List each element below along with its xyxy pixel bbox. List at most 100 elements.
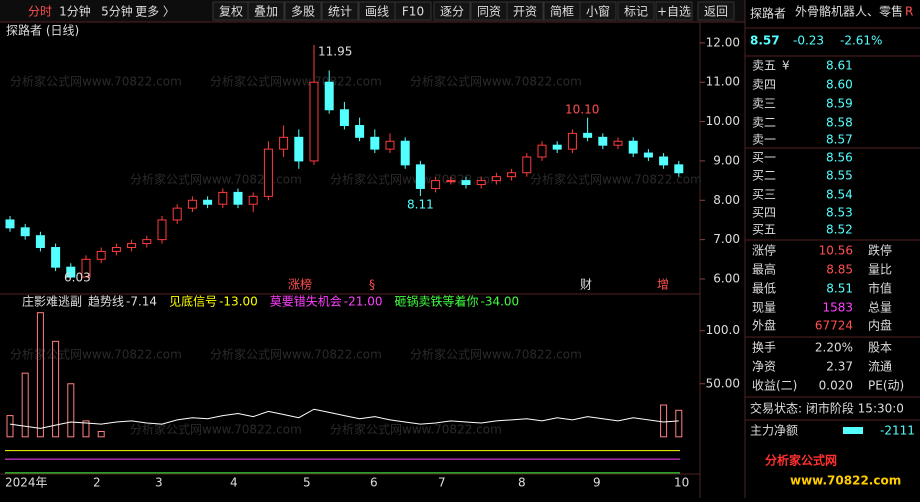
- toolbar-item[interactable]: 标记: [624, 5, 648, 19]
- stat-label: 量比: [868, 263, 892, 277]
- toolbar-item[interactable]: 1分钟: [59, 4, 91, 19]
- price-annotation: 6.03: [64, 271, 91, 285]
- candle-body: [248, 195, 258, 205]
- watermark: 分析家公式网www.70822.com: [130, 422, 302, 437]
- toolbar-item[interactable]: 复权: [219, 5, 243, 19]
- watermark: 分析家公式网www.70822.com: [130, 172, 302, 187]
- toolbar-item[interactable]: 简框: [550, 5, 574, 19]
- y-tick-label: 11.00: [706, 75, 740, 89]
- indicator-bar: [660, 404, 668, 438]
- stat-value: 10.56: [819, 244, 853, 258]
- candle-body: [233, 191, 243, 205]
- candle-body: [127, 243, 137, 249]
- toolbar-item[interactable]: 小窗: [586, 5, 610, 19]
- candle-body: [400, 140, 410, 166]
- toolbar-item[interactable]: 多股: [291, 5, 315, 19]
- y-tick-label: 6.00: [713, 271, 740, 285]
- toolbar-item[interactable]: +自选: [657, 5, 691, 19]
- toolbar-button[interactable]: [506, 1, 544, 21]
- candle-body: [370, 136, 380, 150]
- ask-label: 卖五: [752, 59, 776, 73]
- x-tick-label: 5: [303, 476, 311, 490]
- watermark: 分析家公式网www.70822.com: [330, 422, 502, 437]
- signal-name: 趋势线: [88, 295, 124, 309]
- concept: 外骨骼机器人、零售: [795, 4, 903, 19]
- stat-value: 8.51: [826, 282, 853, 296]
- y-tick-label: 12.00: [706, 35, 740, 49]
- candle-body: [583, 132, 593, 138]
- stat-label: 最高: [752, 262, 776, 277]
- toolbar-button[interactable]: [697, 1, 735, 21]
- toolbar-item[interactable]: 统计: [328, 5, 352, 19]
- toolbar-item[interactable]: 同资: [477, 5, 501, 19]
- ask-price: 8.58: [826, 116, 853, 130]
- x-tick-label: 2: [93, 476, 101, 490]
- toolbar-item[interactable]: 画线: [365, 5, 389, 19]
- candle-body: [203, 199, 213, 205]
- last-price: 8.57: [750, 34, 780, 48]
- toolbar-button[interactable]: [617, 1, 655, 21]
- toolbar-item[interactable]: 开资: [513, 5, 537, 19]
- ask-price: 8.60: [826, 78, 853, 92]
- event-marker: §: [369, 278, 375, 292]
- toolbar-item[interactable]: 更多 〉: [135, 5, 175, 19]
- y-tick-label: 100.0: [706, 323, 740, 337]
- candle-body: [81, 258, 91, 278]
- candle-body: [218, 191, 228, 205]
- flow-label: 主力净额: [750, 424, 798, 438]
- ask-label: 卖二: [752, 116, 776, 130]
- y-tick-label: 8.00: [713, 193, 740, 207]
- signal-name: 莫要错失机会: [270, 294, 342, 309]
- candle-body: [491, 176, 501, 182]
- toolbar-button[interactable]: [321, 1, 359, 21]
- x-tick-label: 10: [674, 476, 689, 490]
- candle-body: [66, 266, 76, 278]
- toolbar-item[interactable]: F10: [402, 5, 424, 19]
- x-tick-label: 2024年: [5, 476, 48, 490]
- candle-body: [431, 180, 441, 189]
- candle-body: [476, 180, 486, 186]
- trade-status: 交易状态: 闭市阶段 15:30:0: [750, 401, 904, 416]
- toolbar-button[interactable]: [655, 1, 693, 21]
- bid-label: 买一: [752, 151, 776, 165]
- candle-body: [5, 219, 15, 229]
- toolbar-item[interactable]: 返回: [704, 5, 728, 19]
- ask-price: 8.61: [826, 59, 853, 73]
- x-tick-label: 3: [155, 476, 163, 490]
- watermark: 分析家公式网www.70822.com: [530, 172, 702, 187]
- stat-label: 现量: [752, 301, 776, 315]
- candle-body: [385, 140, 395, 150]
- toolbar-button[interactable]: [394, 1, 432, 21]
- y-tick-label: 9.00: [713, 153, 740, 167]
- candle-body: [339, 109, 349, 127]
- toolbar-item[interactable]: 5分钟: [101, 4, 133, 19]
- x-tick-label: 8: [518, 476, 526, 490]
- candle-body: [142, 239, 152, 245]
- candle-body: [20, 227, 30, 237]
- candle-body: [643, 152, 653, 158]
- toolbar-button[interactable]: [579, 1, 617, 21]
- bid-price: 8.54: [826, 188, 853, 202]
- stat-label: 内盘: [868, 318, 892, 333]
- watermark: 分析家公式网www.70822.com: [330, 172, 502, 187]
- stat-label: 最低: [752, 282, 776, 296]
- stat-label: 股本: [868, 341, 892, 355]
- flow-bar: [843, 427, 863, 434]
- bid-price: 8.56: [826, 151, 853, 165]
- event-marker: 财: [580, 278, 592, 292]
- candle-body: [461, 180, 471, 186]
- toolbar-button[interactable]: [433, 1, 471, 21]
- toolbar-item[interactable]: 逐分: [440, 5, 464, 19]
- candle-body: [613, 140, 623, 146]
- watermark: 分析家公式网www.70822.com: [210, 347, 382, 362]
- candle-body: [537, 144, 547, 158]
- toolbar-item[interactable]: 叠加: [254, 5, 278, 19]
- stat-value: 67724: [815, 319, 853, 333]
- candle-body: [294, 136, 304, 162]
- ask-label: 卖三: [752, 97, 776, 111]
- indicator-bar: [82, 420, 90, 438]
- toolbar-button[interactable]: [247, 1, 285, 21]
- toolbar-button[interactable]: [284, 1, 322, 21]
- toolbar-item[interactable]: 分时: [28, 5, 52, 19]
- bid-price: 8.55: [826, 169, 853, 183]
